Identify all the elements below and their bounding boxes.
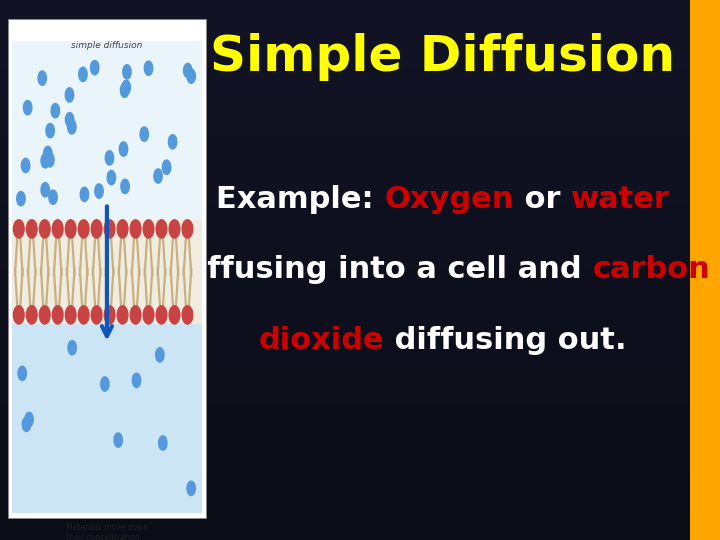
Bar [8, 19, 206, 518]
Circle shape [132, 373, 140, 388]
Circle shape [104, 306, 115, 324]
Circle shape [156, 348, 164, 362]
Circle shape [14, 220, 24, 238]
Circle shape [41, 183, 50, 197]
Text: Oxygen: Oxygen [384, 185, 513, 214]
Text: diffusing into a cell and: diffusing into a cell and [175, 255, 593, 285]
Circle shape [156, 306, 167, 324]
Circle shape [68, 341, 76, 355]
Circle shape [27, 220, 37, 238]
Circle shape [156, 220, 167, 238]
Circle shape [169, 306, 180, 324]
Circle shape [105, 151, 114, 165]
Circle shape [49, 190, 58, 204]
Circle shape [144, 61, 153, 76]
Circle shape [25, 413, 33, 427]
Circle shape [17, 192, 25, 206]
Circle shape [143, 220, 154, 238]
Circle shape [121, 179, 130, 193]
Circle shape [123, 65, 131, 79]
Text: or: or [513, 185, 571, 214]
Circle shape [18, 366, 27, 381]
Circle shape [46, 124, 54, 138]
Circle shape [78, 220, 89, 238]
Text: Simple Diffusion: Simple Diffusion [210, 33, 675, 80]
Text: diffusing out: diffusing out [384, 326, 615, 355]
Text: water: water [571, 185, 670, 214]
Circle shape [66, 306, 76, 324]
Circle shape [158, 436, 167, 450]
Circle shape [41, 154, 50, 168]
Circle shape [140, 127, 148, 141]
Circle shape [122, 80, 130, 94]
Text: carbon: carbon [593, 255, 711, 285]
Circle shape [187, 69, 195, 83]
Text: Example:: Example: [216, 185, 384, 214]
Text: Materials move down
their concentration
gradient through the
phospholipid bilaye: Materials move down their concentration … [66, 523, 148, 540]
Circle shape [169, 220, 180, 238]
Circle shape [53, 306, 63, 324]
Circle shape [130, 220, 141, 238]
Circle shape [168, 134, 177, 149]
Circle shape [78, 306, 89, 324]
Circle shape [66, 87, 73, 102]
Circle shape [95, 184, 103, 198]
Circle shape [120, 142, 127, 156]
Circle shape [24, 100, 32, 115]
Circle shape [182, 306, 193, 324]
Circle shape [80, 187, 89, 201]
Text: simple diffusion: simple diffusion [71, 40, 143, 50]
Bar [12, 324, 202, 513]
Circle shape [91, 220, 102, 238]
Circle shape [91, 306, 102, 324]
Circle shape [107, 171, 115, 185]
Circle shape [27, 306, 37, 324]
Circle shape [68, 120, 76, 134]
Circle shape [44, 146, 52, 161]
Circle shape [101, 377, 109, 391]
Text: dioxide: dioxide [258, 326, 384, 355]
Circle shape [66, 112, 74, 127]
Circle shape [14, 306, 24, 324]
Text: .: . [615, 326, 627, 355]
Circle shape [130, 306, 141, 324]
Circle shape [91, 60, 99, 75]
Circle shape [22, 417, 31, 431]
Bar [12, 40, 202, 220]
Circle shape [51, 104, 60, 118]
Bar [690, 0, 720, 540]
Circle shape [40, 306, 50, 324]
Circle shape [45, 153, 54, 167]
Circle shape [40, 220, 50, 238]
Circle shape [143, 306, 154, 324]
Circle shape [78, 67, 87, 82]
Circle shape [117, 220, 128, 238]
Circle shape [117, 306, 128, 324]
Circle shape [154, 169, 162, 183]
Circle shape [114, 433, 122, 447]
Circle shape [187, 481, 195, 495]
Circle shape [162, 160, 171, 174]
Circle shape [182, 220, 193, 238]
Circle shape [53, 220, 63, 238]
Circle shape [66, 220, 76, 238]
Circle shape [22, 158, 30, 173]
Circle shape [120, 83, 129, 97]
Bar [12, 220, 202, 324]
Circle shape [184, 63, 192, 78]
Circle shape [104, 220, 115, 238]
Circle shape [38, 71, 47, 85]
